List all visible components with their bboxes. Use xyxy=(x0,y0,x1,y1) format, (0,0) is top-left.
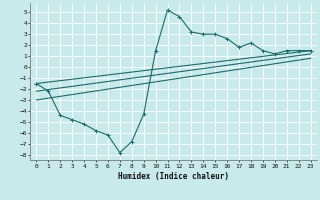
X-axis label: Humidex (Indice chaleur): Humidex (Indice chaleur) xyxy=(118,172,229,181)
